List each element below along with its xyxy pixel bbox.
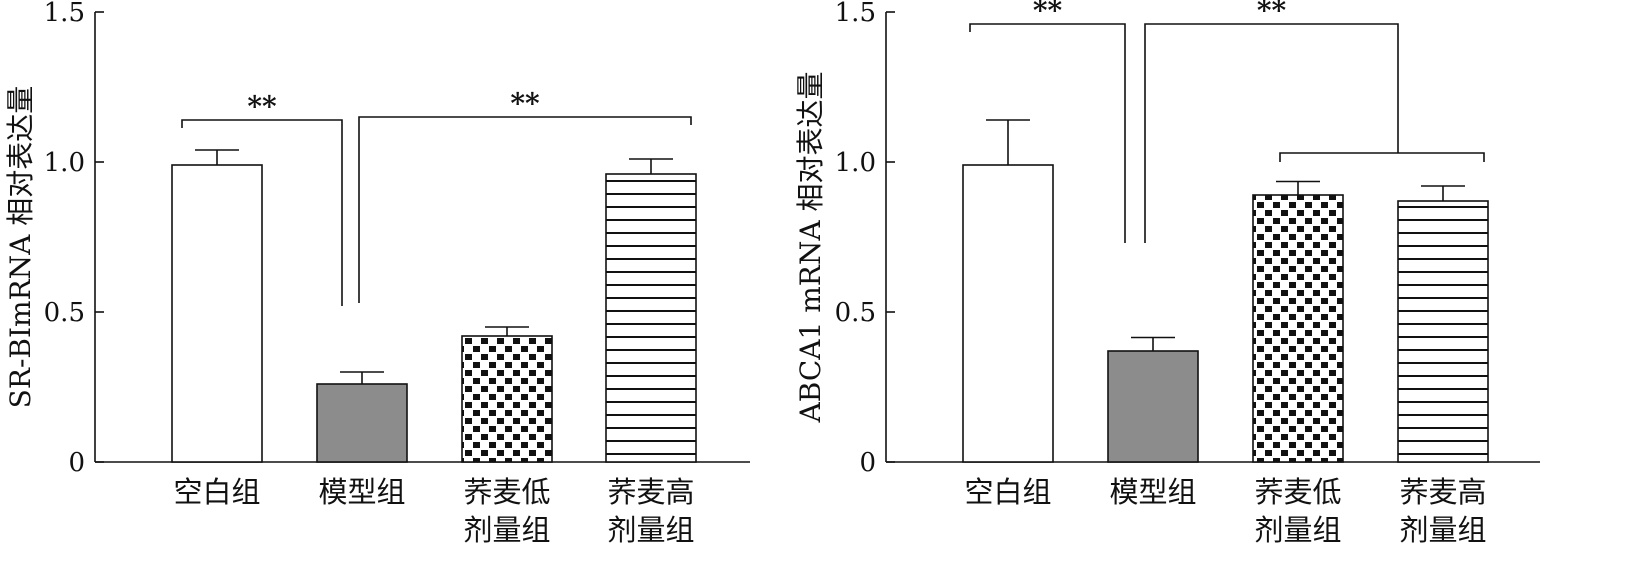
bar — [962, 164, 1054, 463]
bar — [1107, 350, 1199, 463]
significance-label: ** — [1257, 0, 1287, 27]
significance-label: ** — [1033, 0, 1063, 27]
x-tick-label: 空白组 — [173, 475, 260, 509]
significance-label: ** — [247, 90, 277, 123]
x-tick-label: 空白组 — [964, 475, 1051, 509]
y-tick-label: 0 — [68, 448, 85, 478]
x-tick-label: 荞麦低 — [463, 475, 550, 509]
significance-bracket — [358, 116, 692, 303]
bar — [1397, 200, 1489, 463]
x-tick-label: 模型组 — [318, 475, 405, 509]
y-tick-label: 0 — [859, 448, 876, 478]
significance-bracket — [969, 23, 1126, 243]
x-tick-label: 剂量组 — [1254, 513, 1341, 547]
y-tick-label: 1.5 — [835, 0, 876, 28]
y-tick-label: 0.5 — [835, 298, 876, 328]
bar — [461, 335, 553, 463]
bar — [605, 173, 697, 463]
y-tick-label: 1.0 — [835, 148, 876, 178]
x-tick-label: 剂量组 — [1399, 513, 1486, 547]
significance-bracket — [181, 119, 343, 306]
y-tick-label: 1.5 — [44, 0, 85, 28]
significance-label: ** — [510, 87, 540, 120]
x-tick-label: 荞麦高 — [607, 475, 694, 509]
bar — [171, 164, 263, 463]
group-bracket — [1279, 152, 1485, 162]
x-tick-label: 荞麦低 — [1254, 475, 1341, 509]
bar — [1252, 194, 1344, 463]
x-tick-label: 荞麦高 — [1399, 475, 1486, 509]
x-tick-label: 剂量组 — [607, 513, 694, 547]
bar — [316, 383, 408, 463]
y-axis-title: SR-BImRNA 相对表达量 — [4, 86, 37, 409]
x-tick-label: 模型组 — [1109, 475, 1196, 509]
y-tick-label: 0.5 — [44, 298, 85, 328]
significance-bracket — [1144, 23, 1399, 243]
x-tick-label: 剂量组 — [463, 513, 550, 547]
y-tick-label: 1.0 — [44, 148, 85, 178]
y-axis-title: ABCA1 mRNA 相对表达量 — [794, 72, 827, 424]
